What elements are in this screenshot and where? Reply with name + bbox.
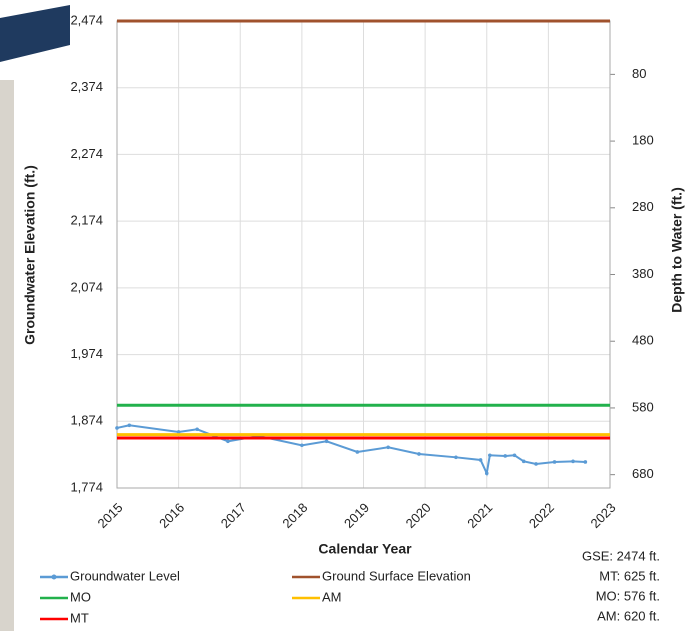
annotation: GSE: 2474 ft. — [582, 548, 660, 563]
legend-label: AM — [322, 589, 342, 604]
point — [195, 427, 199, 432]
point — [115, 426, 119, 430]
point — [521, 459, 526, 464]
y2-tick-label: 380 — [632, 266, 654, 281]
point — [417, 452, 421, 456]
legend-label: MT — [70, 610, 89, 625]
legend-marker — [51, 574, 57, 580]
point — [386, 445, 390, 450]
y2-tick-label: 180 — [632, 133, 654, 148]
banner-shape — [0, 5, 70, 62]
point — [226, 439, 230, 444]
side-image-edge — [0, 80, 14, 631]
annotation: MT: 625 ft. — [599, 568, 660, 583]
y2-axis-title: Depth to Water (ft.) — [669, 187, 685, 312]
point — [583, 460, 588, 464]
point — [176, 430, 181, 434]
y-tick-label: 2,374 — [70, 79, 103, 94]
point — [454, 455, 458, 460]
y2-tick-label: 80 — [632, 66, 646, 81]
point — [503, 454, 508, 458]
annotation: MO: 576 ft. — [596, 588, 660, 603]
point — [571, 459, 575, 464]
y-axis-title: Groundwater Elevation (ft.) — [22, 165, 38, 345]
y-tick-label: 1,874 — [70, 413, 103, 428]
point — [512, 453, 517, 458]
y2-tick-label: 280 — [632, 199, 654, 214]
point — [534, 462, 538, 466]
legend-label: MO — [70, 589, 91, 604]
y-tick-label: 2,174 — [70, 213, 103, 228]
y2-tick-label: 580 — [632, 399, 654, 414]
y-tick-label: 2,274 — [70, 146, 103, 161]
point — [324, 439, 329, 444]
point — [488, 453, 492, 458]
y2-tick-label: 480 — [632, 333, 654, 348]
x-axis-title: Calendar Year — [318, 541, 412, 557]
y-tick-label: 2,074 — [70, 279, 103, 294]
y-tick-label: 2,474 — [70, 12, 103, 27]
point — [300, 443, 304, 448]
y-tick-label: 1,774 — [70, 479, 103, 494]
point — [478, 458, 483, 462]
legend-label: Ground Surface Elevation — [322, 568, 471, 583]
point — [127, 423, 132, 428]
legend-label: Groundwater Level — [70, 568, 180, 583]
y-tick-label: 1,974 — [70, 346, 103, 361]
y2-tick-label: 680 — [632, 466, 654, 481]
point — [552, 460, 557, 464]
annotation: AM: 620 ft. — [597, 608, 660, 623]
point — [355, 450, 360, 454]
point — [484, 471, 489, 476]
